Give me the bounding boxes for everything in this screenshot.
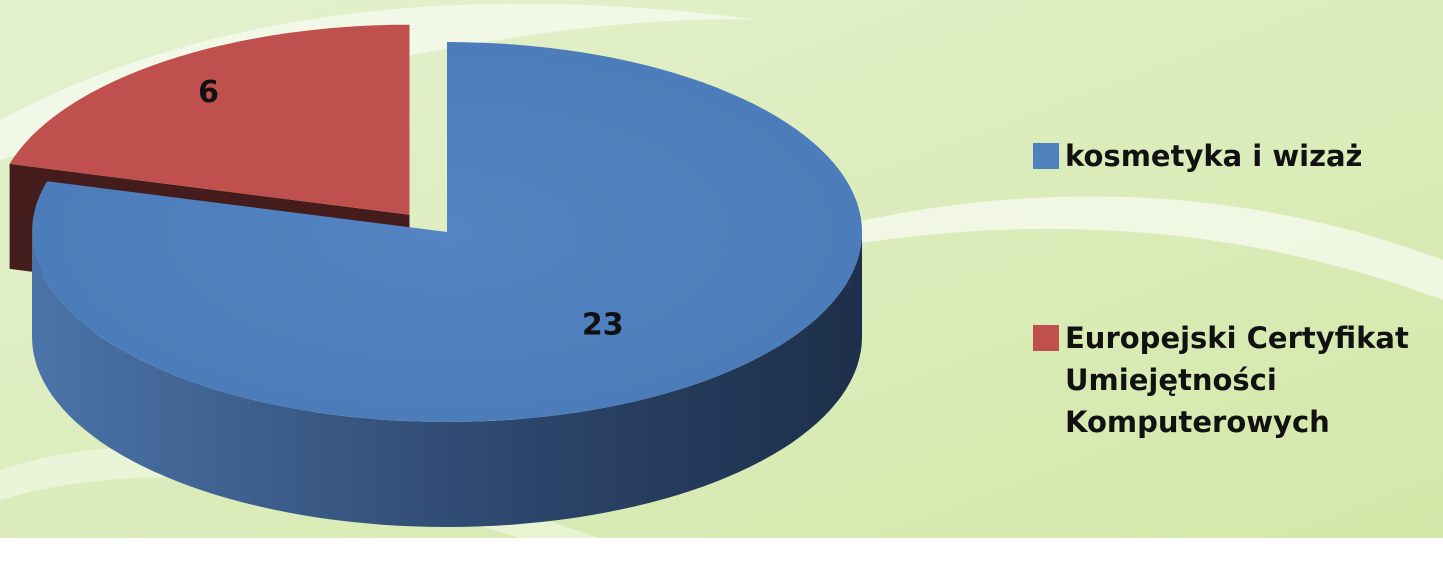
data-label: 6: [198, 75, 219, 110]
legend-swatch: [1033, 143, 1059, 169]
slice: [9, 24, 410, 215]
data-label: 23: [582, 307, 624, 342]
swoosh: [820, 196, 1443, 300]
slice-side: [32, 232, 862, 527]
legend: kosmetyka i wizaż Europejski Certyfikat U…: [1033, 135, 1443, 583]
legend-label: Europejski Certyfikat Umiejętności Kompu…: [1065, 321, 1409, 439]
page: 6 23 kosmetyka i wizaż Europejski Certyfik…: [0, 0, 1443, 538]
pie: 6 23: [9, 24, 863, 527]
legend-label: kosmetyka i wizaż: [1065, 139, 1363, 173]
slice: [32, 42, 863, 422]
legend-item: kosmetyka i wizaż: [1033, 135, 1443, 177]
legend-item: Europejski Certyfikat Umiejętności Kompu…: [1033, 317, 1443, 443]
legend-swatch: [1033, 325, 1059, 351]
chart: 6 23: [0, 0, 1443, 538]
